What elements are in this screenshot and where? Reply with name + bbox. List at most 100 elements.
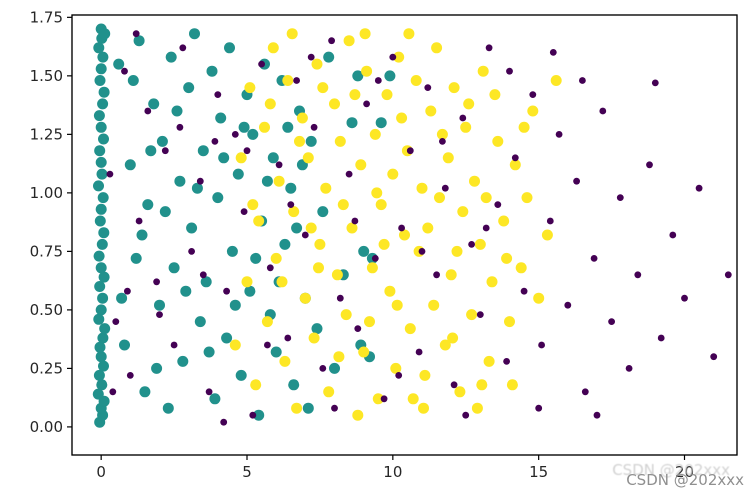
- scatter-point: [515, 262, 527, 274]
- scatter-point: [406, 147, 414, 155]
- scatter-point: [442, 152, 454, 164]
- scatter-point: [98, 133, 109, 145]
- scatter-point: [340, 309, 352, 321]
- scatter-point: [378, 238, 390, 250]
- scatter-point: [506, 67, 513, 75]
- scatter-point: [161, 147, 169, 155]
- scatter-point: [599, 107, 607, 115]
- scatter-point: [404, 323, 416, 335]
- scatter-point: [374, 77, 382, 84]
- scatter-point: [518, 121, 530, 133]
- scatter-point: [235, 152, 247, 164]
- scatter-point: [372, 393, 384, 405]
- scatter-point: [477, 65, 489, 77]
- scatter-point: [533, 292, 545, 304]
- scatter-point: [133, 35, 145, 47]
- scatter-point: [148, 98, 160, 110]
- scatter-point: [95, 304, 107, 316]
- scatter-point: [106, 170, 114, 178]
- scatter-point: [226, 245, 238, 257]
- scatter-point: [351, 217, 359, 225]
- scatter-point: [331, 404, 338, 412]
- scatter-point: [98, 86, 110, 98]
- scatter-point: [93, 180, 104, 192]
- y-axis-tick-label: 1.25: [30, 125, 63, 143]
- x-axis-tick-label: 0: [96, 463, 106, 481]
- scatter-point: [177, 355, 189, 367]
- scatter-point: [174, 175, 186, 187]
- scatter-point: [433, 271, 440, 279]
- scatter-point: [229, 339, 241, 351]
- scatter-point: [221, 332, 233, 344]
- scatter-point: [279, 355, 291, 367]
- scatter-point: [471, 402, 483, 414]
- scatter-point: [183, 82, 195, 94]
- scatter-point: [194, 316, 206, 328]
- scatter-point: [197, 145, 209, 157]
- scatter-point: [361, 65, 373, 77]
- scatter-point: [279, 238, 291, 250]
- scatter-point: [451, 245, 463, 257]
- scatter-point: [509, 159, 521, 171]
- scatter-point: [349, 89, 361, 101]
- scatter-point: [384, 70, 396, 82]
- scatter-point: [282, 75, 294, 86]
- scatter-point: [159, 206, 171, 218]
- scatter-point: [333, 351, 345, 363]
- scatter-point: [95, 121, 107, 133]
- scatter-point: [445, 269, 457, 281]
- scatter-point: [331, 269, 343, 281]
- scatter-point: [121, 67, 128, 75]
- scatter-point: [95, 351, 107, 363]
- scatter-point: [171, 105, 183, 117]
- scatter-point: [364, 316, 375, 328]
- scatter-point: [176, 123, 184, 131]
- scatter-point: [564, 301, 572, 309]
- scatter-point: [329, 98, 340, 110]
- scatter-point: [130, 252, 142, 264]
- scatter-point: [95, 63, 107, 75]
- scatter-point: [416, 182, 428, 194]
- scatter-point: [492, 135, 504, 147]
- scatter-point: [371, 255, 379, 262]
- scatter-point: [203, 346, 215, 358]
- scatter-point: [94, 215, 106, 227]
- scatter-point: [153, 278, 161, 286]
- scatter-point: [199, 271, 207, 279]
- scatter-point: [127, 75, 139, 86]
- scatter-point: [156, 135, 168, 147]
- scatter-point: [95, 262, 107, 274]
- scatter-point: [474, 238, 486, 250]
- scatter-point: [206, 65, 218, 77]
- scatter-point: [305, 135, 317, 147]
- scatter-point: [441, 184, 449, 192]
- scatter-point: [179, 44, 187, 52]
- scatter-point: [266, 264, 274, 272]
- scatter-point: [424, 84, 432, 91]
- scatter-point: [93, 250, 105, 262]
- scatter-point: [422, 222, 434, 234]
- scatter-point: [97, 332, 109, 344]
- scatter-point: [261, 316, 273, 328]
- series-class-purple: [106, 30, 732, 426]
- scatter-point: [302, 402, 314, 414]
- scatter-point: [486, 276, 498, 288]
- scatter-point: [218, 152, 230, 164]
- scatter-point: [302, 152, 314, 164]
- scatter-point: [625, 365, 633, 372]
- scatter-point: [162, 402, 174, 414]
- scatter-point: [328, 37, 335, 45]
- scatter-point: [366, 262, 378, 274]
- scatter-point: [98, 227, 110, 239]
- scatter-point: [275, 161, 283, 169]
- scatter-point: [261, 175, 273, 187]
- scatter-point: [124, 287, 131, 295]
- scatter-point: [313, 262, 324, 274]
- scatter-point: [145, 145, 157, 157]
- scatter-point: [92, 388, 104, 400]
- scatter-point: [352, 70, 364, 82]
- scatter-point: [489, 89, 501, 101]
- scatter-point: [476, 311, 484, 318]
- scatter-point: [501, 252, 513, 264]
